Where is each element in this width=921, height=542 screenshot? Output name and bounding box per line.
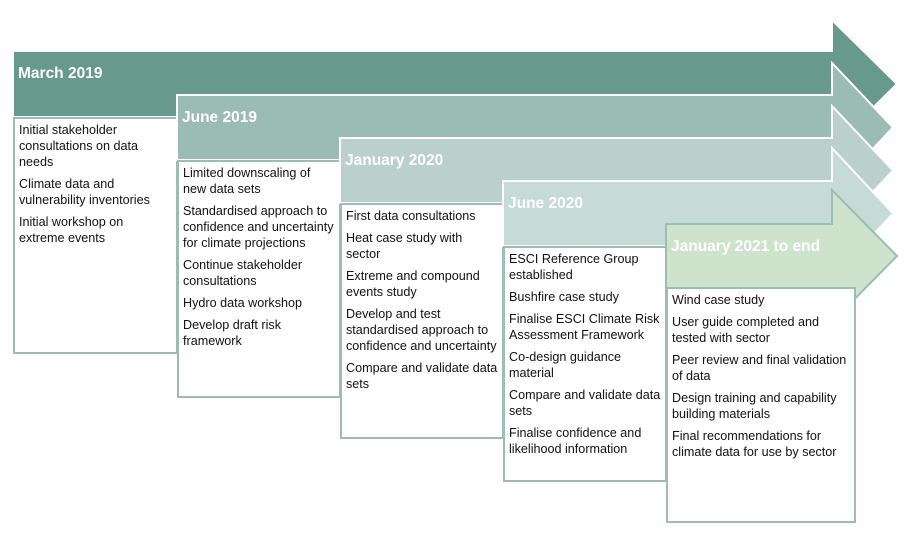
activity-item: User guide completed and tested with sec… [672, 315, 820, 345]
stage-activities: Limited downscaling of new data sets Stan… [177, 160, 341, 398]
activity-item: Compare and validate data sets [509, 388, 661, 418]
activity-item: Heat case study with sector [346, 231, 463, 261]
activity-item: Initial stakeholder consultations on dat… [19, 123, 139, 169]
activity-item: Finalise ESCI Climate Risk Assessment Fr… [509, 312, 660, 342]
stage-activities: ESCI Reference Group established Bushfire… [503, 246, 667, 482]
activity-item: Climate data and vulnerability inventori… [19, 177, 150, 207]
stage-activities: First data consultations Heat case study … [340, 203, 504, 439]
activity-item: Design training and capability building … [672, 391, 837, 421]
activity-item: Develop and test standardised approach t… [346, 307, 497, 353]
activity-item: First data consultations [346, 209, 476, 223]
stage-activities: Initial stakeholder consultations on dat… [13, 117, 178, 354]
activity-item: Develop draft risk framework [183, 318, 281, 348]
activity-item: Limited downscaling of new data sets [183, 166, 311, 196]
stage-title: June 2020 [508, 195, 583, 212]
activity-item: Initial workshop on extreme events [19, 215, 124, 245]
activity-item: Finalise confidence and likelihood infor… [509, 426, 642, 456]
activity-item: Extreme and compound events study [346, 269, 480, 299]
activity-item: Standardised approach to confidence and … [183, 204, 334, 250]
activity-item: Continue stakeholder consultations [183, 258, 303, 288]
activity-item: Co-design guidance material [509, 350, 622, 380]
stage-title: June 2019 [182, 109, 257, 126]
activity-item: Wind case study [672, 293, 765, 307]
stage-title: January 2021 to end [671, 238, 821, 255]
stage-activities: Wind case study User guide completed and … [666, 287, 856, 523]
stage-title: March 2019 [18, 65, 103, 82]
activity-item: Final recommendations for climate data f… [672, 429, 837, 459]
activity-item: Compare and validate data sets [346, 361, 498, 391]
activity-item: Peer review and final validation of data [672, 353, 847, 383]
activity-item: Bushfire case study [509, 290, 619, 304]
activity-item: ESCI Reference Group established [509, 252, 639, 282]
activity-item: Hydro data workshop [183, 296, 303, 310]
stage-title: January 2020 [345, 152, 444, 169]
